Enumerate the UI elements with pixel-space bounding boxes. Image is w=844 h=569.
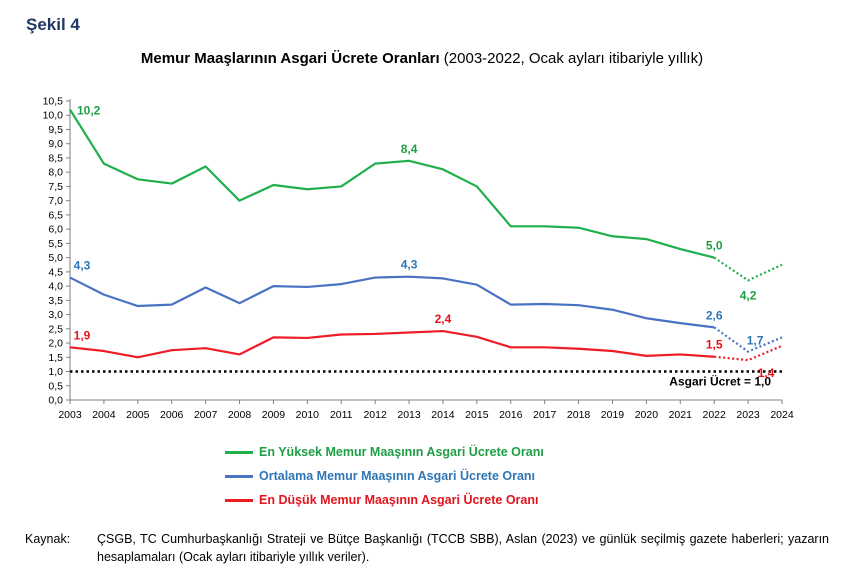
data-label: 1,7 (747, 334, 764, 348)
y-tick-label: 7,5 (48, 181, 63, 193)
x-tick-label: 2019 (601, 409, 625, 421)
y-tick-label: 5,5 (48, 238, 63, 250)
series-projection-line-2 (714, 344, 783, 362)
legend-label-avg: Ortalama Memur Maaşının Asgari Ücrete Or… (259, 469, 536, 483)
x-tick-label: 2022 (703, 409, 727, 421)
data-label: 5,0 (706, 239, 723, 253)
y-tick-label: 4,5 (48, 266, 63, 278)
x-tick-label: 2013 (397, 409, 421, 421)
legend-swatch-avg (225, 474, 253, 478)
x-tick-label: 2007 (194, 409, 218, 421)
x-tick-label: 2006 (160, 409, 184, 421)
source-text: ÇSGB, TC Cumhurbaşkanlığı Strateji ve Bü… (97, 532, 829, 564)
y-tick-label: 7,0 (48, 195, 63, 207)
legend-swatch-min (225, 498, 253, 502)
y-tick-label: 8,0 (48, 167, 63, 179)
x-tick-label: 2021 (669, 409, 693, 421)
y-tick-label: 3,0 (48, 309, 63, 321)
data-label: 2,4 (435, 312, 452, 326)
x-tick-label: 2023 (736, 409, 760, 421)
legend-label-max: En Yüksek Memur Maaşının Asgari Ücrete O… (259, 445, 544, 459)
line-chart: 0,0 0,5 1,0 1,5 2,0 2,5 3,0 3,5 4,0 4,5 5,0 5,5 6,0 6… (43, 96, 794, 422)
series-projection-line-1 (713, 326, 783, 353)
data-label: 4,2 (740, 288, 757, 302)
x-tick-label: 2014 (431, 409, 455, 421)
data-label: 8,4 (401, 142, 418, 156)
y-tick-label: 0,5 (48, 380, 63, 392)
y-tick-label: 6,0 (48, 224, 63, 236)
data-label: 10,2 (77, 104, 101, 118)
x-tick-label: 2016 (499, 409, 523, 421)
series-line-2 (69, 329, 715, 359)
y-tick-label: 2,5 (48, 323, 63, 335)
y-tick-label: 4,0 (48, 281, 63, 293)
source-label: Kaynak: (25, 532, 71, 546)
y-tick-label: 5,0 (48, 252, 63, 264)
y-tick-label: 3,5 (48, 295, 63, 307)
chart-legend: En Yüksek Memur Maaşının Asgari Ücrete O… (225, 440, 544, 512)
data-label: 4,3 (401, 258, 418, 272)
legend-item-avg: Ortalama Memur Maaşının Asgari Ücrete Or… (225, 464, 544, 488)
data-label: 1,4 (758, 366, 775, 380)
x-tick-label: 2004 (92, 409, 116, 421)
data-label: 2,6 (706, 308, 723, 322)
y-tick-label: 1,5 (48, 352, 63, 364)
y-tick-label: 1,0 (48, 366, 63, 378)
y-tick-label: 10,5 (43, 96, 64, 108)
x-tick-label: 2009 (262, 409, 286, 421)
x-tick-label: 2020 (635, 409, 659, 421)
y-tick-label: 0,0 (48, 395, 63, 407)
x-tick-label: 2015 (465, 409, 489, 421)
x-tick-label: 2024 (770, 409, 794, 421)
chart-title-main: Memur Maaşlarının Asgari Ücrete Oranları (140, 50, 440, 67)
legend-label-min: En Düşük Memur Maaşının Asgari Ücrete Or… (259, 493, 539, 507)
data-label: 1,5 (706, 338, 723, 352)
x-tick-label: 2010 (296, 409, 320, 421)
chart-title: Memur Maaşlarının Asgari Ücrete Oranları… (0, 50, 844, 67)
series-line-1 (69, 275, 715, 329)
x-tick-label: 2018 (567, 409, 591, 421)
y-tick-label: 2,0 (48, 338, 63, 350)
y-tick-label: 6,5 (48, 209, 63, 221)
x-tick-label: 2003 (58, 409, 82, 421)
series-line-0 (69, 108, 715, 259)
data-label: 4,3 (74, 259, 91, 273)
data-label: 1,9 (74, 328, 91, 342)
x-tick-label: 2008 (228, 409, 252, 421)
x-tick-label: 2017 (533, 409, 557, 421)
y-tick-label: 10,0 (43, 110, 64, 122)
y-tick-label: 9,5 (48, 124, 63, 136)
y-tick-label: 8,5 (48, 152, 63, 164)
chart-title-sub: (2003-2022, Ocak ayları itibariyle yıllı… (439, 50, 704, 67)
x-tick-label: 2005 (126, 409, 150, 421)
legend-item-min: En Düşük Memur Maaşının Asgari Ücrete Or… (225, 488, 544, 512)
series-projection-line-0 (713, 256, 783, 282)
legend-item-max: En Yüksek Memur Maaşının Asgari Ücrete O… (225, 440, 544, 464)
x-tick-label: 2011 (330, 409, 353, 421)
figure-label: Şekil 4 (26, 15, 80, 34)
reference-line-label: Asgari Ücret = 1,0 (669, 374, 771, 389)
y-tick-label: 9,0 (48, 138, 63, 150)
legend-swatch-max (225, 450, 253, 454)
x-tick-label: 2012 (363, 409, 387, 421)
